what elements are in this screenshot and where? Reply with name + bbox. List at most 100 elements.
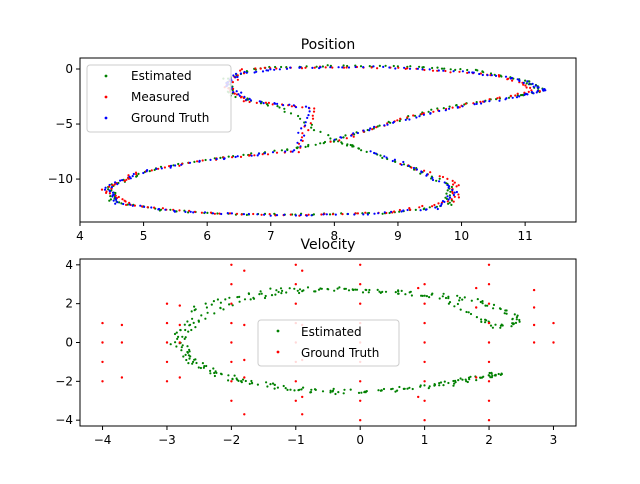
position-estimated-point <box>321 65 324 68</box>
position-measured-point <box>236 78 239 81</box>
position-measured-point <box>178 209 181 212</box>
position-measured-point <box>441 175 445 179</box>
position-ground-truth-point <box>299 145 302 148</box>
position-estimated-point <box>234 95 237 99</box>
velocity-estimated-point <box>338 286 341 289</box>
velocity-estimated-point <box>258 293 261 296</box>
position-measured-point <box>422 112 425 115</box>
position-estimated-point <box>368 65 371 68</box>
position-estimated-point <box>381 156 384 159</box>
velocity-ground-truth-point <box>423 360 426 364</box>
velocity-estimated-point <box>180 346 183 349</box>
velocity-estimated-point <box>488 371 491 375</box>
velocity-estimated-point <box>187 362 190 365</box>
velocity-ground-truth-point <box>178 323 181 327</box>
position-ground-truth-point <box>128 203 131 206</box>
velocity-estimated-point <box>310 388 313 391</box>
velocity-estimated-point <box>334 392 337 396</box>
position-ground-truth-point <box>211 212 215 215</box>
position-ground-truth-point <box>404 118 407 121</box>
x-tick-label: 3 <box>550 433 558 447</box>
velocity-estimated-point <box>453 382 456 385</box>
position-measured-point <box>408 207 411 210</box>
velocity-ground-truth-point <box>230 263 233 266</box>
position-ground-truth-point <box>448 107 451 110</box>
position-ground-truth-point <box>537 86 540 89</box>
position-measured-point <box>133 204 136 207</box>
position-ground-truth-point <box>532 85 535 88</box>
position-estimated-point <box>381 212 384 215</box>
position-measured-point <box>449 71 452 74</box>
velocity-ground-truth-point <box>120 341 124 344</box>
velocity-estimated-point <box>381 290 384 293</box>
position-ground-truth-point <box>426 173 429 176</box>
position-ground-truth-point <box>416 67 419 70</box>
position-estimated-point <box>459 68 462 71</box>
velocity-estimated-point <box>302 386 305 389</box>
position-measured-point <box>233 92 236 95</box>
position-subplot: Position 4 5 6 7 8 9 10 11 0 −5 −10 Estimated Meas… <box>48 37 577 243</box>
position-ground-truth-point <box>103 188 107 191</box>
position-estimated-point <box>398 119 401 123</box>
velocity-estimated-point <box>266 385 269 388</box>
velocity-estimated-point <box>503 312 506 315</box>
velocity-estimated-point <box>448 301 452 304</box>
y-tick-label: −5 <box>55 117 73 131</box>
velocity-estimated-point <box>411 387 414 391</box>
position-ground-truth-point <box>373 151 376 155</box>
position-measured-point <box>153 206 156 209</box>
velocity-title: Velocity <box>301 237 356 253</box>
position-ground-truth-point <box>478 72 481 76</box>
x-tick-label: −2 <box>223 433 241 447</box>
position-estimated-point <box>359 65 363 68</box>
position-ground-truth-point <box>226 212 229 215</box>
position-ground-truth-point <box>142 171 145 175</box>
velocity-estimated-point <box>241 378 245 381</box>
y-tick-label: 4 <box>65 258 73 272</box>
position-ground-truth-point <box>257 152 261 155</box>
position-ground-truth-point <box>431 178 435 182</box>
position-ground-truth-point <box>347 66 351 69</box>
velocity-ground-truth-point <box>423 399 426 402</box>
velocity-estimated-point <box>463 296 466 299</box>
position-measured-point <box>235 212 239 215</box>
position-estimated-point <box>266 104 269 107</box>
velocity-estimated-point <box>237 379 240 382</box>
position-ground-truth-point <box>383 211 386 214</box>
position-measured-point <box>423 169 426 172</box>
position-estimated-point <box>413 114 417 117</box>
position-ground-truth-point <box>446 195 449 198</box>
velocity-estimated-point <box>439 381 443 384</box>
position-measured-point <box>453 195 456 198</box>
velocity-ground-truth-point <box>230 399 233 402</box>
position-ground-truth-point <box>510 76 514 80</box>
position-ground-truth-point <box>108 183 111 187</box>
position-measured-point <box>331 66 334 69</box>
position-ground-truth-point <box>386 123 389 126</box>
position-ground-truth-point <box>437 69 440 72</box>
velocity-estimated-point <box>298 288 302 291</box>
position-ground-truth-point <box>239 72 242 75</box>
position-measured-point <box>451 106 454 109</box>
velocity-ground-truth-point <box>230 321 233 325</box>
legend-marker-estimated <box>104 74 108 78</box>
position-measured-point <box>479 72 482 75</box>
position-measured-point <box>421 204 424 208</box>
velocity-estimated-point <box>443 380 446 383</box>
velocity-ground-truth-point <box>120 376 124 379</box>
velocity-estimated-point <box>501 324 504 327</box>
velocity-series-estimated <box>169 286 521 396</box>
velocity-ground-truth-point <box>101 360 104 364</box>
position-ground-truth-point <box>420 170 423 173</box>
position-ground-truth-point <box>325 213 328 216</box>
velocity-ground-truth-point <box>532 341 536 344</box>
velocity-ground-truth-point <box>423 302 426 305</box>
position-ground-truth-point <box>366 213 369 216</box>
position-ground-truth-point <box>368 129 371 132</box>
velocity-estimated-point <box>333 289 336 292</box>
velocity-estimated-point <box>271 382 275 385</box>
position-measured-point <box>163 166 166 169</box>
position-ground-truth-point <box>114 181 117 184</box>
position-legend-frame <box>86 64 232 133</box>
position-estimated-point <box>135 175 138 178</box>
